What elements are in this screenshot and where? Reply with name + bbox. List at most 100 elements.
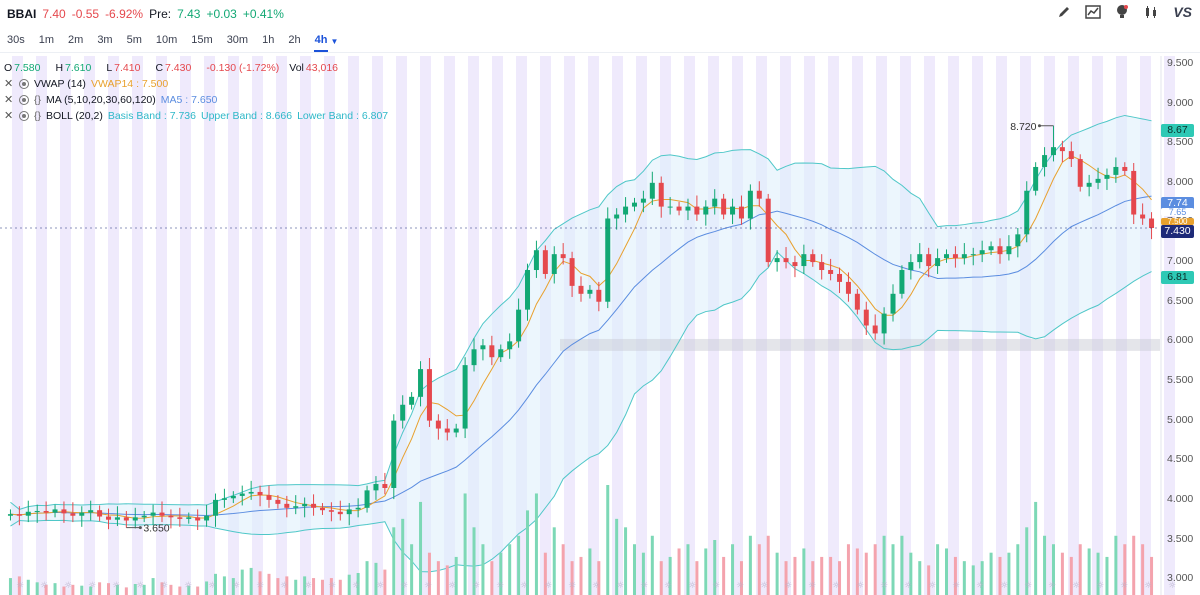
boll-lower-value: Lower Band : 6.807 <box>297 110 389 122</box>
premarket-change: +0.03 <box>206 7 237 21</box>
volume-bar <box>115 584 119 595</box>
volume-bar <box>71 584 75 595</box>
volume-bar <box>1016 544 1020 595</box>
session-band <box>828 56 839 595</box>
session-band <box>708 56 719 595</box>
volume-bar <box>8 578 12 595</box>
timeframe-4h[interactable]: 4h <box>308 30 335 52</box>
candlestick-icon[interactable] <box>1143 5 1159 19</box>
volume-bar <box>205 581 209 595</box>
volume-bar <box>1141 544 1145 595</box>
volume-bar <box>900 535 904 595</box>
chart-line-icon[interactable] <box>1085 5 1102 19</box>
bollinger-upper-line <box>10 114 1152 510</box>
volume-bar <box>1123 544 1127 595</box>
volume-bar <box>454 556 458 595</box>
volume-bar <box>543 552 547 595</box>
candle-body <box>52 509 58 513</box>
bollinger-basis-line <box>10 195 1152 516</box>
pencil-icon[interactable] <box>1057 5 1071 19</box>
volume-bar <box>650 535 654 595</box>
volume-bar <box>419 501 423 595</box>
volume-bar <box>1025 527 1029 595</box>
code-braces-icon[interactable]: {} <box>34 94 42 106</box>
sun-icon: ☼ <box>1096 581 1104 591</box>
volume-bar <box>445 565 449 595</box>
timeframe-15m[interactable]: 15m <box>191 34 213 46</box>
session-band <box>252 56 263 595</box>
timeframe-30m[interactable]: 30m <box>226 34 249 46</box>
close-icon[interactable]: ✕ <box>4 110 14 122</box>
volume-bar <box>294 579 298 595</box>
volume-bar <box>713 540 717 595</box>
code-braces-icon[interactable]: {} <box>34 110 42 122</box>
candle-body <box>1006 246 1012 255</box>
legend-row-vwap: ✕ VWAP (14) VWAP14 : 7.500 <box>4 76 388 92</box>
volume-bar <box>338 579 342 595</box>
volume-bar <box>811 561 815 595</box>
candle-body <box>337 511 343 515</box>
volume-bar <box>222 576 226 595</box>
timeframe-1h[interactable]: 1h <box>262 34 275 46</box>
sun-icon: ☼ <box>496 581 504 591</box>
session-band <box>180 56 191 595</box>
volume-bar <box>410 544 414 595</box>
high-value: 7.610 <box>65 62 92 74</box>
candle-body <box>302 503 308 507</box>
volume-bar <box>98 582 102 595</box>
symbol-label[interactable]: BBAI <box>7 7 37 21</box>
candle-body <box>426 369 432 421</box>
sun-icon: ☼ <box>40 581 48 591</box>
candle-body <box>1024 190 1030 235</box>
volume-bar <box>267 573 271 595</box>
indicator-legend: O 7.580 H 7.610 L 7.410 C 7.430 -0.130 (-1.7… <box>4 60 388 124</box>
volume-bar <box>374 562 378 595</box>
close-icon[interactable]: ✕ <box>4 78 14 90</box>
candle-body <box>61 509 67 514</box>
timeframe-5m[interactable]: 5m <box>126 34 142 46</box>
chevron-down-icon[interactable]: ▼ <box>330 36 339 46</box>
vwap-name[interactable]: VWAP (14) <box>34 78 86 90</box>
session-band <box>732 56 743 595</box>
sun-icon: ☼ <box>856 581 864 591</box>
volume-bar <box>142 584 146 595</box>
volume-bar <box>427 552 431 595</box>
ma-name[interactable]: MA (5,10,20,30,60,120) <box>46 94 156 106</box>
volume-bar <box>570 561 574 595</box>
sun-icon: ☼ <box>256 581 264 591</box>
price-axis[interactable]: 9.500 9.000 8.500 8.000 7.500 7.000 6.500 6.000… <box>1163 56 1200 595</box>
timeframe-30s[interactable]: 30s <box>7 34 25 46</box>
candle-body <box>792 262 798 267</box>
timeframe-2m[interactable]: 2m <box>68 34 84 46</box>
volume-bar <box>936 544 940 595</box>
volume-bar <box>1060 552 1064 595</box>
sun-icon: ☼ <box>1072 581 1080 591</box>
eye-icon[interactable] <box>19 79 29 89</box>
candle-body <box>462 365 468 429</box>
volume-bar <box>1069 556 1073 595</box>
eye-icon[interactable] <box>19 95 29 105</box>
volume-bar <box>793 556 797 595</box>
volume-bar <box>989 552 993 595</box>
y-tick-label: 6.000 <box>1167 334 1194 347</box>
volume-bar <box>615 518 619 595</box>
lightbulb-icon[interactable] <box>1115 4 1129 20</box>
eye-icon[interactable] <box>19 111 29 121</box>
candle-body <box>43 510 49 513</box>
boll-name[interactable]: BOLL (20,2) <box>46 110 103 122</box>
close-icon[interactable]: ✕ <box>4 94 14 106</box>
timeframe-2h[interactable]: 2h <box>288 34 301 46</box>
timeframe-3m[interactable]: 3m <box>97 34 113 46</box>
candle-body <box>747 190 753 219</box>
candle-body <box>667 206 673 208</box>
timeframe-10m[interactable]: 10m <box>155 34 178 46</box>
candle-body <box>845 281 851 294</box>
toolbar-icons: VS <box>1057 4 1192 20</box>
candle-body <box>712 198 718 207</box>
y-tick-label: 4.000 <box>1167 492 1194 505</box>
timeframe-1m[interactable]: 1m <box>38 34 55 46</box>
volume-bar <box>998 556 1002 595</box>
session-band <box>348 56 359 595</box>
candle-body <box>328 510 334 512</box>
